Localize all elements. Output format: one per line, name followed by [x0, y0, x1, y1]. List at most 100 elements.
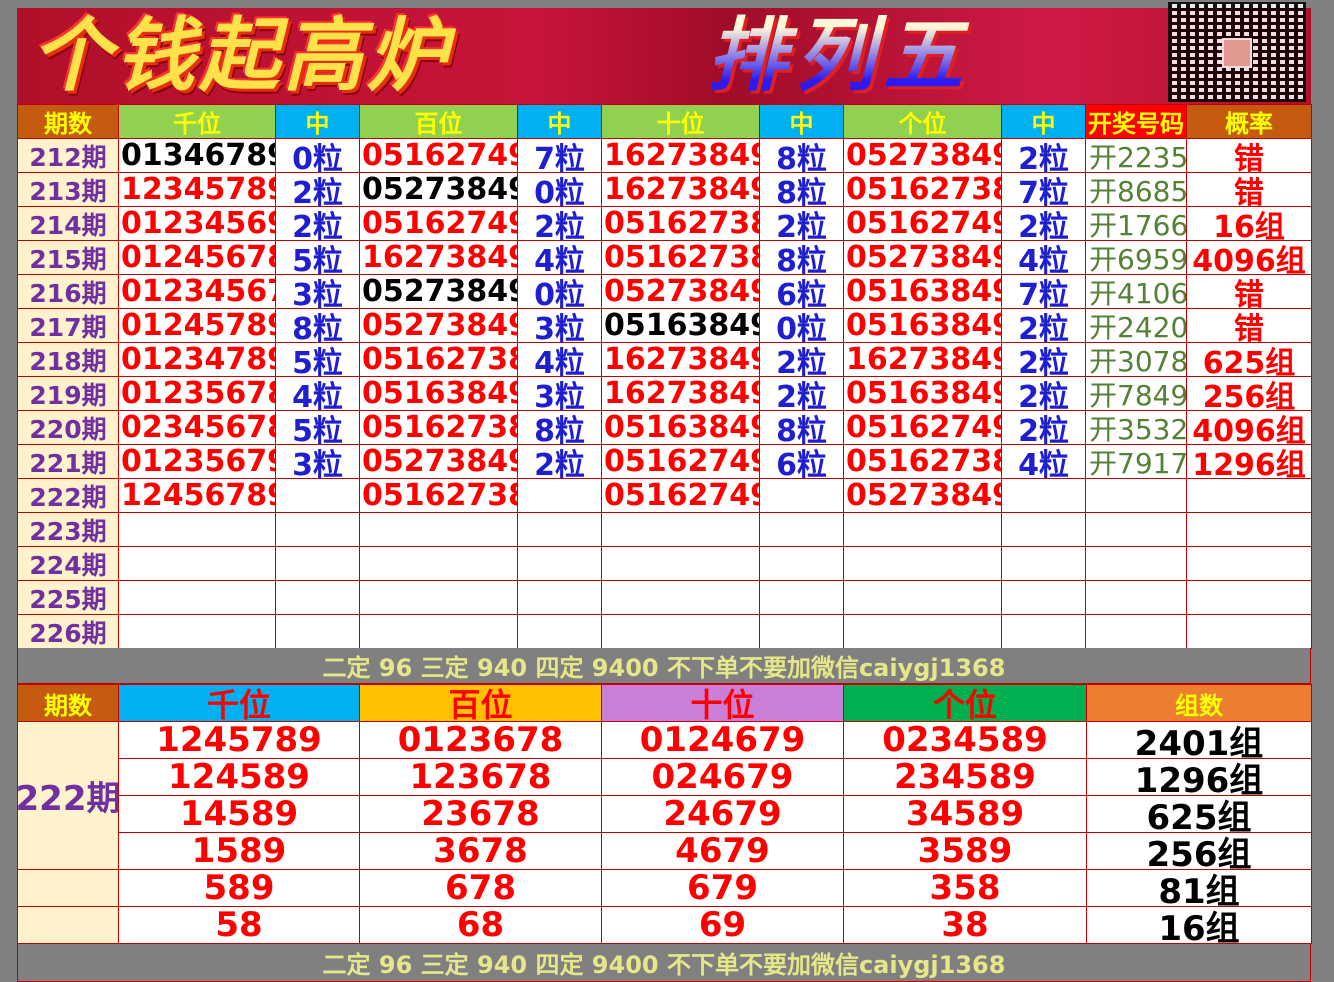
cell-hit: 2粒 — [276, 207, 360, 241]
cell-tens: 16273849 — [602, 377, 760, 411]
period-cell: 212期 — [18, 139, 119, 173]
cell-probability: 错 — [1187, 275, 1312, 309]
cell-hit: 5粒 — [276, 343, 360, 377]
cell-hundreds: 05273849 — [360, 275, 518, 309]
notice-banner-bottom: 二定 96 三定 940 四定 9400 不下单不要加微信caiygj1368 — [17, 944, 1311, 982]
cell-thousands: 01245678 — [119, 241, 276, 275]
cell-tens: 05162749 — [602, 479, 760, 513]
cell-hundreds: 123678 — [360, 759, 602, 796]
cell-hit: 4粒 — [518, 343, 602, 377]
cell-units — [844, 513, 1002, 547]
cell-tens: 679 — [602, 870, 844, 907]
cell-hundreds: 05163849 — [360, 377, 518, 411]
cell-probability: 错 — [1187, 309, 1312, 343]
period-cell: 220期 — [18, 411, 119, 445]
cell-thousands: 589 — [119, 870, 360, 907]
cell-thousands: 12456789 — [119, 479, 276, 513]
cell-probability — [1187, 581, 1312, 615]
period-cell-empty — [18, 870, 119, 907]
cell-units: 05273849 — [844, 479, 1002, 513]
cell-hit: 2粒 — [518, 207, 602, 241]
cell-groups: 625组 — [1087, 796, 1312, 833]
period-cell: 225期 — [18, 581, 119, 615]
header-thousands: 千位 — [119, 105, 276, 139]
cell-units: 16273849 — [844, 343, 1002, 377]
cell-probability: 256组 — [1187, 377, 1312, 411]
cell-units — [844, 547, 1002, 581]
cell-probability: 4096组 — [1187, 241, 1312, 275]
cell-hit — [1002, 615, 1086, 649]
cell-hit — [760, 547, 844, 581]
cell-hit — [760, 479, 844, 513]
cell-hundreds: 05162738 — [360, 411, 518, 445]
cell-hit: 2粒 — [1002, 139, 1086, 173]
cell-tens — [602, 581, 760, 615]
cell-hundreds: 05162749 — [360, 207, 518, 241]
period-cell: 218期 — [18, 343, 119, 377]
cell-groups: 81组 — [1087, 870, 1312, 907]
period-cell: 216期 — [18, 275, 119, 309]
cell-units: 38 — [844, 907, 1087, 944]
cell-hit: 0粒 — [518, 173, 602, 207]
cell-tens: 24679 — [602, 796, 844, 833]
cell-hit: 4粒 — [1002, 241, 1086, 275]
cell-tens — [602, 513, 760, 547]
period-cell-empty — [18, 907, 119, 944]
cell-groups: 1296组 — [1087, 759, 1312, 796]
period-cell: 223期 — [18, 513, 119, 547]
cell-tens: 024679 — [602, 759, 844, 796]
cell-units: 358 — [844, 870, 1087, 907]
cell-probability: 16组 — [1187, 207, 1312, 241]
header-groups: 组数 — [1087, 685, 1312, 722]
cell-hit — [518, 615, 602, 649]
period-cell: 221期 — [18, 445, 119, 479]
cell-hit — [1002, 547, 1086, 581]
cell-hit — [276, 479, 360, 513]
cell-hundreds: 678 — [360, 870, 602, 907]
cell-hundreds: 3678 — [360, 833, 602, 870]
header-probability: 概率 — [1187, 105, 1312, 139]
cell-hit — [518, 581, 602, 615]
cell-hit — [518, 513, 602, 547]
cell-tens — [602, 615, 760, 649]
header-hit: 中 — [760, 105, 844, 139]
history-table: 期数 千位中百位中十位中个位中开奖号码 概率 212期 01346789 0粒 051627… — [17, 104, 1312, 649]
cell-hit — [760, 581, 844, 615]
header-hit: 中 — [276, 105, 360, 139]
period-cell: 224期 — [18, 547, 119, 581]
cell-units: 05162738 — [844, 173, 1002, 207]
cell-hit: 8粒 — [760, 173, 844, 207]
cell-units: 0234589 — [844, 722, 1087, 759]
cell-thousands: 01346789 — [119, 139, 276, 173]
cell-tens: 05162738 — [602, 241, 760, 275]
cell-draw: 开2420 — [1086, 309, 1187, 343]
cell-tens: 16273849 — [602, 139, 760, 173]
header-tens: 十位 — [602, 105, 760, 139]
cell-hit: 3粒 — [276, 445, 360, 479]
cell-thousands: 124589 — [119, 759, 360, 796]
cell-hundreds — [360, 547, 518, 581]
cell-thousands: 1589 — [119, 833, 360, 870]
cell-hundreds: 05273849 — [360, 173, 518, 207]
cell-draw: 开7917 — [1086, 445, 1187, 479]
cell-hit: 8粒 — [276, 309, 360, 343]
cell-thousands — [119, 513, 276, 547]
cell-hit: 2粒 — [1002, 411, 1086, 445]
cell-units: 3589 — [844, 833, 1087, 870]
cell-tens: 05163849 — [602, 309, 760, 343]
banner-subtitle: 排列五 — [707, 9, 971, 102]
cell-hit: 8粒 — [518, 411, 602, 445]
cell-hit — [518, 547, 602, 581]
cell-units: 234589 — [844, 759, 1087, 796]
cell-tens: 0124679 — [602, 722, 844, 759]
cell-probability: 错 — [1187, 173, 1312, 207]
cell-units: 05162738 — [844, 445, 1002, 479]
cell-thousands: 02345678 — [119, 411, 276, 445]
cell-hit: 5粒 — [276, 411, 360, 445]
period-cell: 226期 — [18, 615, 119, 649]
cell-units: 05162749 — [844, 207, 1002, 241]
cell-thousands: 01235679 — [119, 445, 276, 479]
cell-draw — [1086, 581, 1187, 615]
cell-draw: 开8685 — [1086, 173, 1187, 207]
cell-hit: 2粒 — [1002, 207, 1086, 241]
